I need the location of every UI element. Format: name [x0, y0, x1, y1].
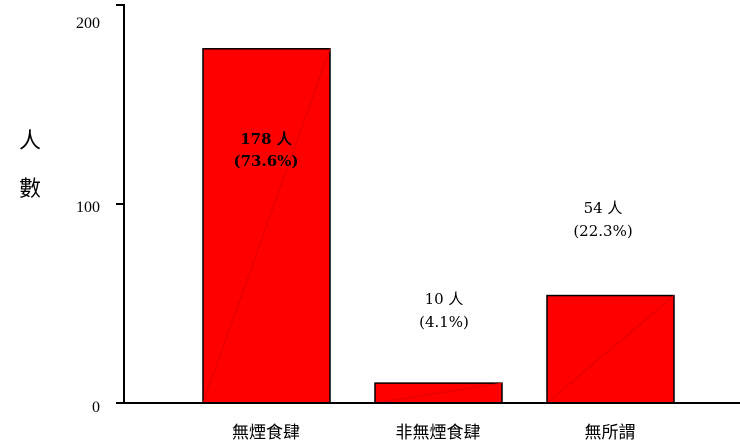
y-axis-label-char-2: 數 [19, 177, 41, 202]
y-tick-label-0: 0 [92, 399, 100, 416]
bar-shading-3 [546, 295, 675, 404]
x-tick-label-1: 無煙食肆 [232, 423, 300, 443]
data-label-percent-3: (22.3%) [573, 222, 632, 240]
y-axis-label-char-1: 人 [19, 129, 41, 154]
data-label-count-1: 178 人 [240, 130, 293, 148]
data-label-count-3: 54 人 [584, 199, 623, 217]
x-tick-labels: 無煙食肆 非無煙食肆 無所謂 [232, 423, 636, 443]
y-tick-label-200: 200 [76, 15, 100, 32]
data-label-count-2: 10 人 [425, 290, 464, 308]
y-tick-labels: 0 100 200 [76, 15, 100, 416]
data-label-percent-2: (4.1%) [419, 313, 469, 331]
y-tick-label-100: 100 [76, 199, 100, 216]
data-label-percent-1: (73.6%) [234, 152, 299, 170]
bar-shading-2 [374, 382, 503, 404]
x-tick-label-2: 非無煙食肆 [396, 423, 481, 443]
bar-shading-1 [202, 48, 331, 404]
bars [202, 48, 675, 404]
x-tick-label-3: 無所謂 [585, 423, 636, 443]
y-axis-label: 人 數 [19, 129, 41, 202]
data-labels: 178 人 (73.6%) 10 人 (4.1%) 54 人 (22.3%) [234, 130, 633, 331]
